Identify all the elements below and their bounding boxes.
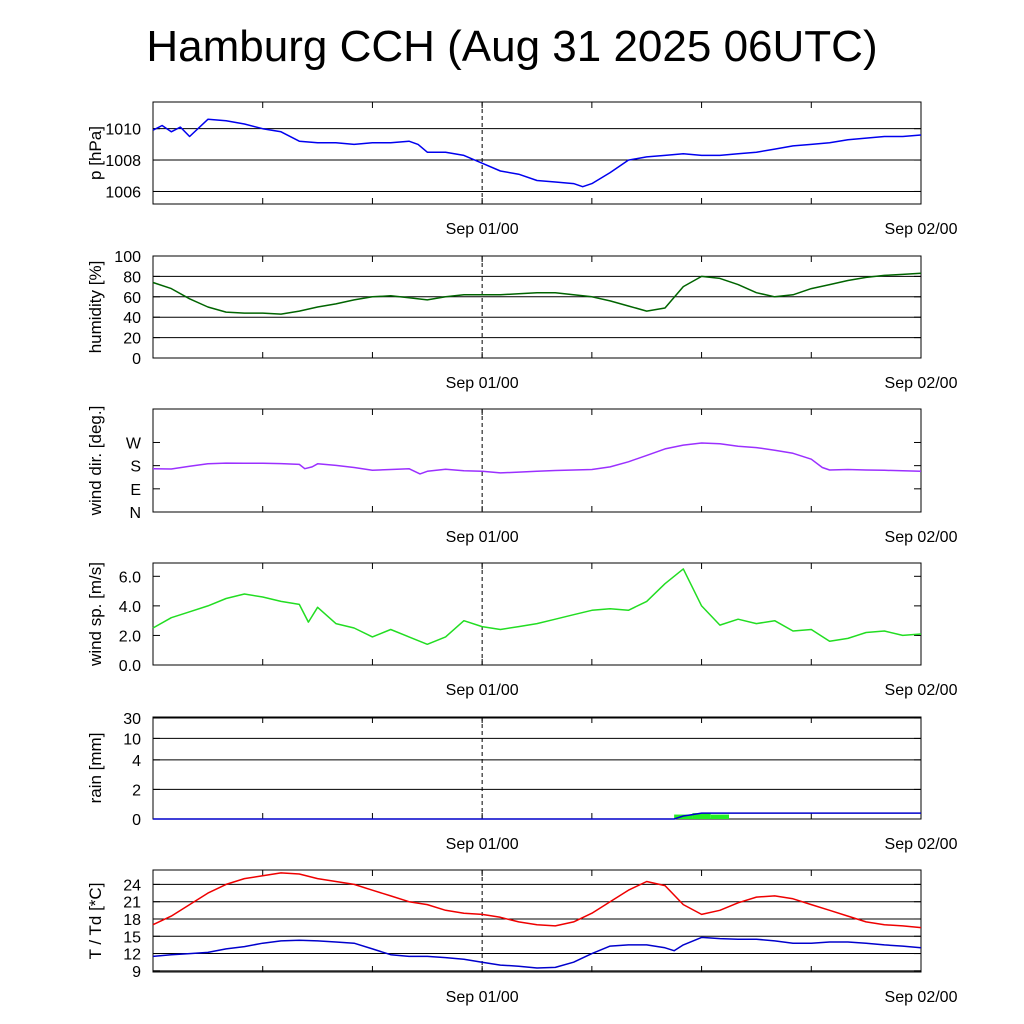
x-tick-label: Sep 01/00 (446, 836, 519, 853)
panel-3: 0.0 2.0 4.0 6.0 Sep 01/00 Sep 02/00 wind sp. [… (86, 562, 958, 699)
y-axis-label: rain [mm] (86, 733, 105, 804)
y-tick-label: 20 (123, 331, 141, 348)
x-tick-label: Sep 01/00 (446, 221, 519, 238)
y-tick-label: 15 (123, 929, 141, 946)
y-tick-label: 100 (114, 249, 141, 266)
y-tick-label: 30 (123, 711, 141, 728)
x-tick-label: Sep 01/00 (446, 375, 519, 392)
y-axis-label: p [hPa] (86, 126, 105, 180)
series-line-0 (152, 442, 922, 475)
y-tick-label: W (126, 435, 142, 452)
plot-frame (152, 408, 922, 513)
series-line-0 (152, 118, 922, 188)
y-axis-label: T / Td [*C] (86, 883, 105, 960)
y-tick-label: 0.0 (119, 658, 141, 675)
panel-0: 1006 1008 1010 Sep 01/00 Sep 02/00 p [hPa] (86, 101, 958, 238)
y-tick-label: 9 (132, 964, 141, 981)
y-tick-label: 4.0 (119, 599, 141, 616)
y-tick-label: 0 (132, 351, 141, 368)
rain-bar (710, 814, 729, 819)
y-tick-label: 2.0 (119, 628, 141, 645)
panel-1: 0 20 40 60 80 100 Sep 01/00 Sep 02/00 humidity [… (86, 249, 958, 392)
y-axis-label: wind sp. [m/s] (86, 562, 105, 667)
x-tick-label: Sep 02/00 (885, 682, 958, 699)
y-tick-label: 24 (123, 877, 141, 894)
y-tick-label: 18 (123, 912, 141, 929)
x-tick-label: Sep 02/00 (885, 989, 958, 1006)
y-tick-label: N (129, 505, 141, 522)
series-line-0 (153, 812, 921, 820)
y-axis-label: wind dir. [deg.] (86, 406, 105, 517)
x-tick-label: Sep 02/00 (885, 375, 958, 392)
x-tick-label: Sep 01/00 (446, 682, 519, 699)
y-tick-label: 80 (123, 269, 141, 286)
plot-frame (152, 562, 922, 666)
rain-bar (692, 813, 711, 819)
plot-frame (152, 869, 922, 973)
series-line-0 (152, 272, 922, 315)
y-tick-label: 2 (132, 782, 141, 799)
y-tick-label: 1006 (105, 184, 141, 201)
y-tick-label: 4 (132, 753, 141, 770)
y-axis-label: humidity [%] (86, 261, 105, 354)
x-tick-label: Sep 02/00 (885, 221, 958, 238)
y-tick-label: 10 (123, 731, 141, 748)
y-tick-label: E (130, 482, 141, 499)
x-tick-label: Sep 02/00 (885, 529, 958, 546)
y-tick-label: 21 (123, 895, 141, 912)
y-tick-label: 6.0 (119, 569, 141, 586)
plot-frame (152, 716, 922, 820)
y-tick-label: S (130, 459, 141, 476)
panel-4: 0 2 4 10 30 Sep 01/00 Sep 02/00 rain [mm] (86, 711, 958, 853)
y-tick-label: 40 (123, 310, 141, 327)
y-tick-label: 0 (132, 812, 141, 829)
y-tick-label: 1008 (105, 153, 141, 170)
series-line-0 (152, 872, 922, 929)
x-tick-label: Sep 01/00 (446, 989, 519, 1006)
y-tick-label: 12 (123, 947, 141, 964)
x-tick-label: Sep 02/00 (885, 836, 958, 853)
x-tick-label: Sep 01/00 (446, 529, 519, 546)
series-line-0 (152, 568, 922, 646)
y-tick-label: 1010 (105, 122, 141, 139)
plot-frame (152, 255, 922, 359)
series-line-1 (152, 936, 922, 969)
chart-title: Hamburg CCH (Aug 31 2025 06UTC) (146, 22, 878, 71)
plot-frame (152, 101, 922, 205)
y-tick-label: 60 (123, 290, 141, 307)
